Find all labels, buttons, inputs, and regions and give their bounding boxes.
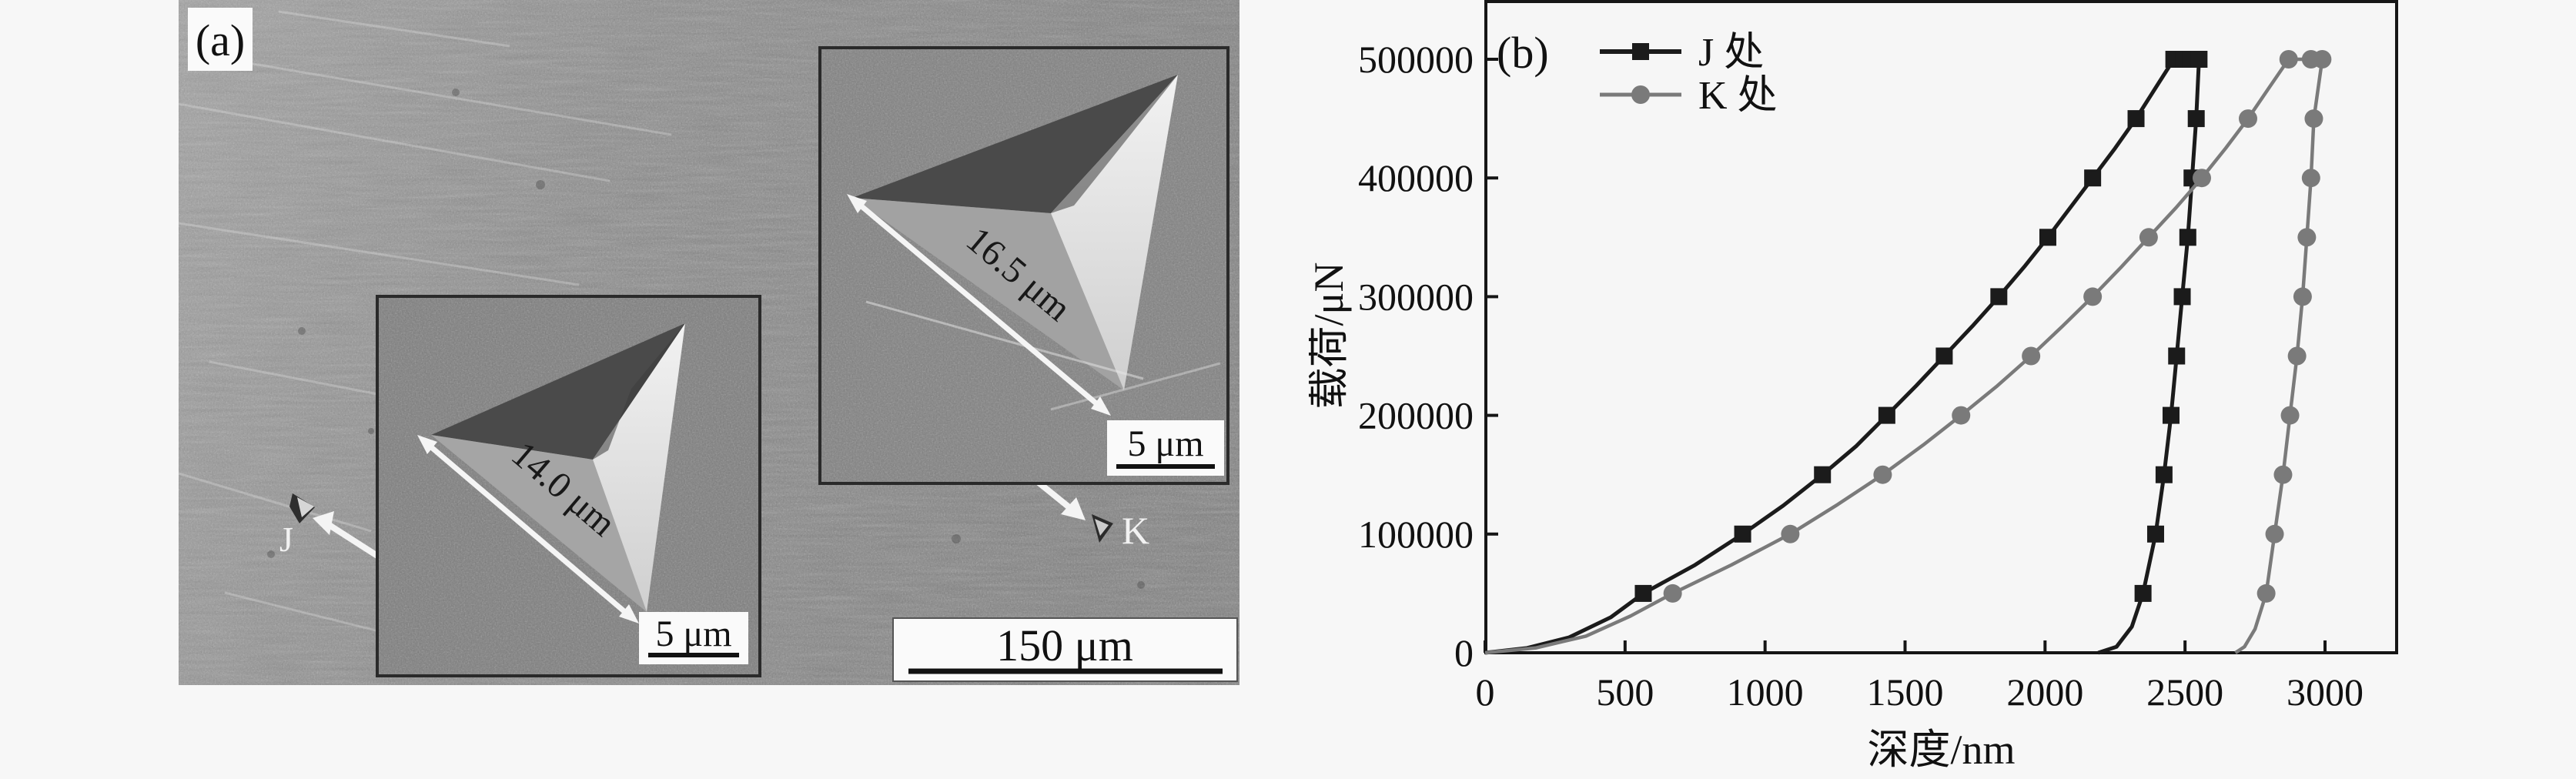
- y-tick-label: 0: [1454, 631, 1474, 674]
- data-point-k: [2083, 287, 2103, 306]
- x-tick-label: 2000: [2006, 670, 2083, 714]
- data-point-k: [2273, 465, 2293, 484]
- legend-marker-j-icon: [1632, 43, 1649, 60]
- inset-right-indent: [852, 75, 1221, 411]
- data-point-k: [2304, 109, 2323, 129]
- data-point-j: [2127, 110, 2145, 128]
- inset-right: 16.5 μm 5 μm: [818, 46, 1229, 485]
- data-point-j: [2039, 229, 2056, 246]
- inset-left-scale-bar: 5 μm: [639, 612, 748, 664]
- data-point-j: [1878, 406, 1895, 424]
- data-point-j: [2162, 406, 2180, 424]
- data-point-k: [2238, 109, 2257, 129]
- data-point-k: [1663, 583, 1682, 603]
- panel-b-label: (b): [1497, 28, 1549, 78]
- x-tick-label: 1000: [1727, 670, 1804, 714]
- data-point-k: [2265, 524, 2284, 543]
- data-point-j: [2146, 525, 2164, 543]
- legend-label: K 处: [1698, 74, 1778, 118]
- data-point-k: [1781, 524, 1800, 543]
- y-axis-label: 载荷/μN: [1309, 262, 1352, 410]
- data-point-k: [2022, 346, 2041, 366]
- sem-micrograph-panel: (a) J K: [179, 0, 1239, 685]
- data-point-k: [2192, 169, 2211, 188]
- data-point-j: [2168, 347, 2186, 365]
- inset-left: 14.0 μm 5 μm: [376, 295, 761, 677]
- panel-a-label: (a): [196, 15, 245, 65]
- main-scale-bar: 150 μm: [892, 617, 1238, 682]
- data-point-j: [1734, 525, 1751, 543]
- x-tick-label: 0: [1476, 670, 1495, 714]
- indent-j-highlight: [297, 497, 314, 517]
- y-tick-label: 500000: [1358, 38, 1474, 81]
- data-point-j: [1634, 584, 1652, 602]
- indent-j-annotation: J: [279, 493, 380, 559]
- x-axis-label: 深度/nm: [1867, 727, 2015, 773]
- x-tick-label: 1500: [1867, 670, 1944, 714]
- k-arrow-head-icon: [1061, 497, 1086, 520]
- data-point-k: [2257, 583, 2276, 603]
- inset-left-indent: [431, 323, 685, 612]
- inset-left-measure-arrow: [417, 435, 639, 624]
- y-tick-label: 100000: [1358, 513, 1474, 556]
- inset-left-scale-bar-label: 5 μm: [655, 614, 731, 654]
- inset-right-scale-bar-label: 5 μm: [1127, 423, 1203, 464]
- main-scale-bar-label: 150 μm: [996, 620, 1133, 670]
- j-arrow-head-icon: [313, 511, 334, 535]
- data-point-k: [2279, 50, 2298, 69]
- data-point-j: [1814, 466, 1832, 483]
- data-point-j: [2134, 584, 2152, 602]
- data-point-k: [2287, 346, 2307, 366]
- data-point-j: [2190, 51, 2208, 68]
- data-point-k: [2293, 287, 2312, 306]
- data-point-k: [1873, 465, 1892, 484]
- indent-k-highlight: [1095, 519, 1109, 536]
- data-point-k: [2297, 228, 2317, 247]
- load-depth-chart: 0 500 1000 1500 2000 2500 3000 0 100000 200000 300…: [1309, 0, 2398, 773]
- x-tick-label: 3000: [2287, 670, 2364, 714]
- data-point-k: [2280, 406, 2300, 425]
- data-point-k: [2301, 169, 2320, 188]
- data-point-j: [1990, 288, 2008, 306]
- data-point-k: [1952, 406, 1971, 425]
- k-marker-label: K: [1122, 509, 1149, 552]
- panel-a-label-box: (a): [188, 8, 253, 71]
- data-point-k: [2313, 50, 2332, 69]
- x-tick-label: 500: [1596, 670, 1654, 714]
- j-arrow-shaft: [326, 521, 380, 559]
- data-point-j: [1935, 347, 1953, 365]
- y-tick-label: 200000: [1358, 394, 1474, 437]
- series-line-k: [1484, 57, 2324, 655]
- inset-right-measure-arrow: [847, 194, 1111, 416]
- y-tick-label: 400000: [1358, 156, 1474, 199]
- x-tick-label: 2500: [2146, 670, 2223, 714]
- data-point-j: [2155, 466, 2173, 483]
- legend-marker-k-icon: [1631, 85, 1650, 104]
- data-point-j: [2187, 110, 2205, 128]
- data-point-j: [2084, 169, 2102, 187]
- inset-right-scale-bar: 5 μm: [1107, 420, 1224, 476]
- y-tick-label: 300000: [1358, 275, 1474, 318]
- data-point-j: [2173, 288, 2191, 306]
- j-marker-label: J: [279, 520, 293, 559]
- legend-label: J 处: [1698, 31, 1764, 75]
- data-point-j: [2179, 229, 2196, 246]
- data-point-k: [2139, 228, 2158, 247]
